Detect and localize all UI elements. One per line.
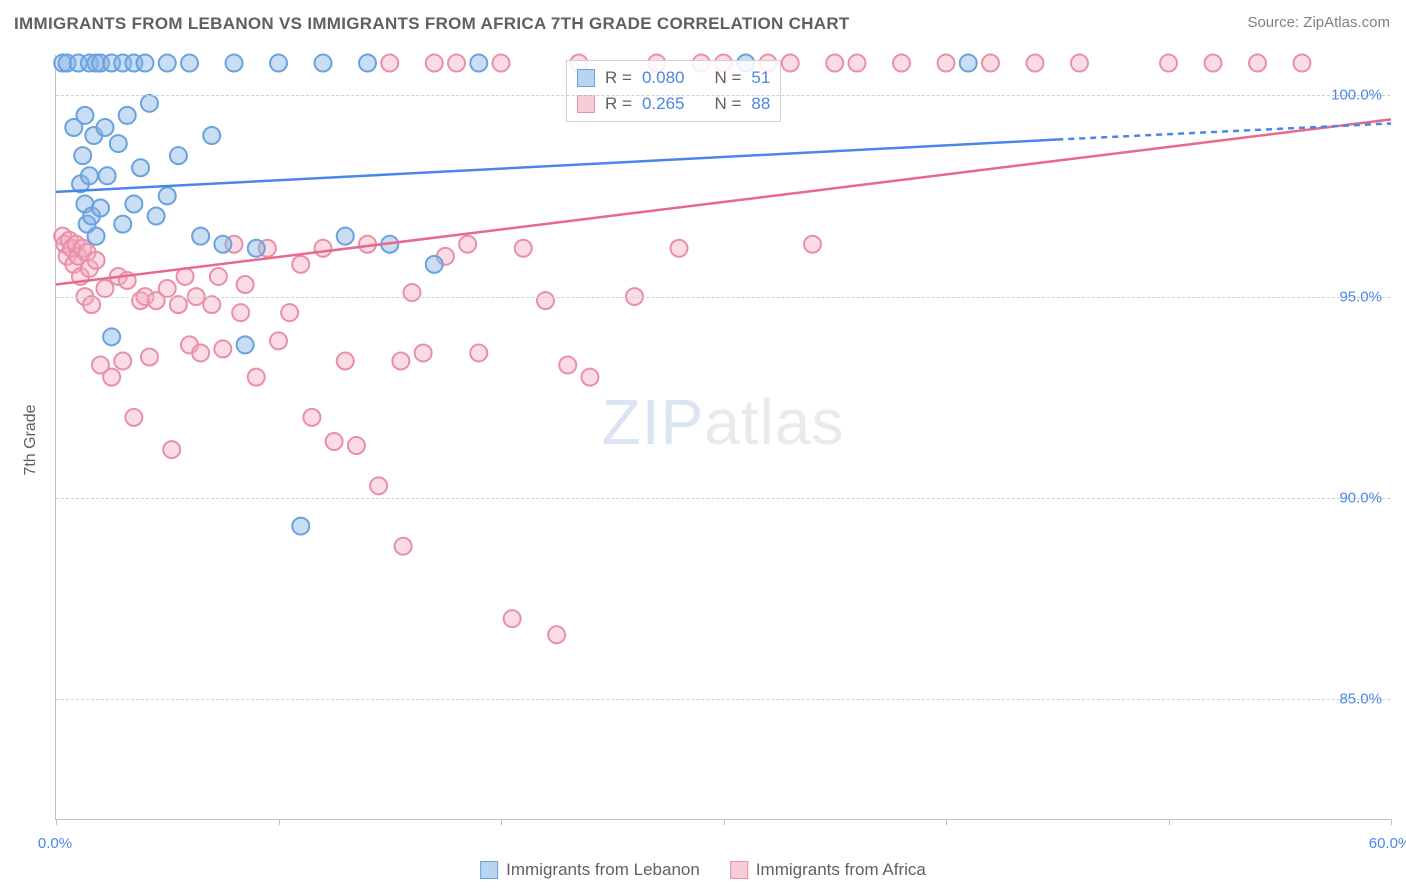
y-tick-label: 90.0% bbox=[1339, 489, 1382, 506]
plot-area: ZIPatlas R = 0.080 N = 51 R = 0.265 N = … bbox=[55, 55, 1390, 820]
lebanon-swatch-icon bbox=[480, 861, 498, 879]
y-tick-label: 95.0% bbox=[1339, 288, 1382, 305]
r-label: R = bbox=[605, 94, 632, 114]
n-value: 51 bbox=[751, 68, 770, 88]
y-tick-label: 100.0% bbox=[1331, 87, 1382, 104]
r-value: 0.265 bbox=[642, 94, 685, 114]
stats-legend: R = 0.080 N = 51 R = 0.265 N = 88 bbox=[566, 60, 781, 122]
x-tick-label: 60.0% bbox=[1369, 835, 1406, 852]
legend-label: Immigrants from Lebanon bbox=[506, 860, 700, 880]
r-value: 0.080 bbox=[642, 68, 685, 88]
legend-label: Immigrants from Africa bbox=[756, 860, 926, 880]
legend-item-lebanon: Immigrants from Lebanon bbox=[480, 860, 700, 880]
y-tick-label: 85.0% bbox=[1339, 691, 1382, 708]
africa-swatch-icon bbox=[577, 95, 595, 113]
stats-row-lebanon: R = 0.080 N = 51 bbox=[577, 65, 770, 91]
legend-item-africa: Immigrants from Africa bbox=[730, 860, 926, 880]
x-tick-label: 0.0% bbox=[38, 835, 72, 852]
source-label: Source: ZipAtlas.com bbox=[1247, 14, 1390, 31]
n-label: N = bbox=[714, 94, 741, 114]
n-value: 88 bbox=[751, 94, 770, 114]
r-label: R = bbox=[605, 68, 632, 88]
chart-title: IMMIGRANTS FROM LEBANON VS IMMIGRANTS FR… bbox=[14, 14, 850, 34]
lebanon-swatch-icon bbox=[577, 69, 595, 87]
scatter-plot bbox=[56, 55, 1390, 819]
bottom-legend: Immigrants from Lebanon Immigrants from … bbox=[480, 860, 926, 880]
africa-swatch-icon bbox=[730, 861, 748, 879]
y-axis-label: 7th Grade bbox=[22, 404, 40, 475]
n-label: N = bbox=[714, 68, 741, 88]
